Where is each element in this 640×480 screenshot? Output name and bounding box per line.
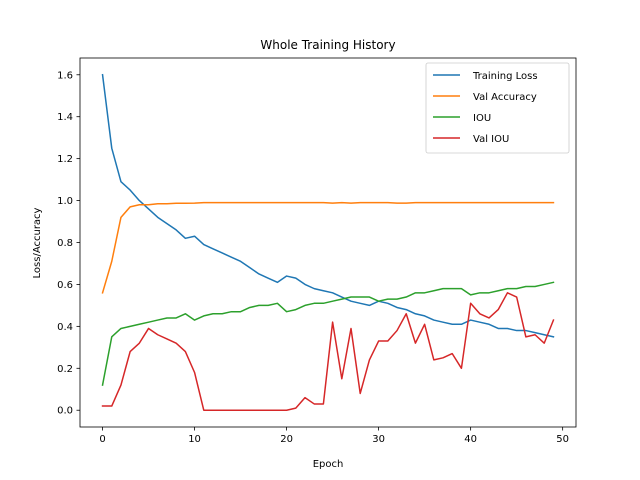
series-line-val-iou [101, 292, 555, 411]
y-tick-label: 0.2 [57, 364, 73, 375]
legend-label-val-iou: Val IOU [473, 134, 509, 145]
x-tick-label: 50 [556, 434, 569, 445]
plot-lines [101, 73, 555, 411]
y-tick-label: 0.4 [57, 322, 73, 333]
x-tick-label: 20 [280, 434, 293, 445]
y-tick-label: 0.8 [57, 238, 73, 249]
chart-title: Whole Training History [260, 38, 395, 52]
y-axis-ticks: 0.0 0.2 0.4 0.6 0.8 1.0 1.2 1.4 1.6 [57, 70, 80, 417]
legend-label-iou: IOU [473, 113, 491, 124]
series-line-training-loss [101, 73, 555, 338]
x-tick-label: 40 [464, 434, 477, 445]
legend-box [425, 62, 570, 154]
legend-label-training-loss: Training Loss [472, 71, 538, 82]
y-tick-label: 1.6 [57, 70, 73, 81]
y-axis-label: Loss/Accuracy [32, 207, 43, 278]
y-tick-label: 1.4 [57, 112, 73, 123]
legend-label-val-accuracy: Val Accuracy [473, 92, 537, 103]
series-line-iou [101, 281, 555, 386]
x-tick-label: 10 [188, 434, 201, 445]
y-tick-label: 1.0 [57, 196, 73, 207]
x-tick-label: 0 [99, 434, 105, 445]
legend: Training Loss Val Accuracy IOU Val IOU [425, 62, 570, 154]
series-line-val-accuracy [101, 201, 555, 294]
y-tick-label: 1.2 [57, 154, 73, 165]
y-tick-label: 0.0 [57, 406, 73, 417]
y-tick-label: 0.6 [57, 280, 73, 291]
x-tick-label: 30 [372, 434, 385, 445]
x-axis-label: Epoch [313, 459, 344, 470]
x-axis-ticks: 0 10 20 30 40 50 [99, 427, 569, 445]
